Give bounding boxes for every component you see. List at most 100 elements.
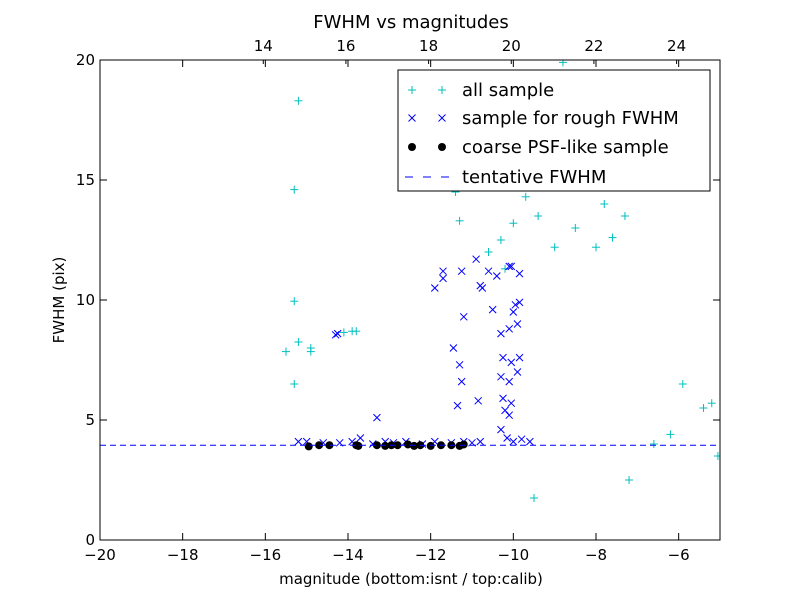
legend-marker [408, 86, 416, 94]
psf-like-sample-point [304, 442, 313, 451]
rough-fwhm-sample-point [515, 353, 524, 362]
legend-entry: sample for rough FWHM [408, 108, 679, 129]
x-tick-label: −14 [332, 546, 364, 564]
x-tick-label: −10 [498, 546, 530, 564]
rough-fwhm-sample-point [439, 267, 447, 276]
legend-label: sample for rough FWHM [462, 108, 679, 129]
rough-fwhm-sample-point [472, 255, 480, 264]
psf-like-sample-point [381, 441, 390, 450]
all-sample-point [592, 243, 600, 252]
rough-fwhm-sample-point [331, 330, 340, 339]
psf-like-sample-point [410, 441, 419, 450]
legend-box [397, 69, 711, 192]
legend-marker [408, 143, 416, 151]
all-sample-point [600, 200, 609, 208]
all-sample-point [620, 212, 629, 220]
rough-fwhm-sample-point [503, 434, 511, 442]
chart-title: FWHM vs magnitudes [313, 12, 508, 33]
rough-fwhm-sample-point [478, 284, 487, 292]
all-sample-point [713, 452, 720, 460]
all-sample-point [509, 219, 518, 228]
all-sample-point [678, 380, 687, 388]
x-tick-label: −8 [585, 546, 607, 564]
rough-fwhm-sample-point [439, 274, 447, 283]
all-sample-point [339, 328, 348, 337]
top-x-tick-label: 22 [584, 37, 603, 55]
rough-fwhm-sample-point [484, 267, 493, 276]
rough-fwhm-sample-point [513, 368, 522, 376]
rough-fwhm-sample-point [356, 434, 365, 442]
legend-label: tentative FWHM [462, 167, 606, 188]
all-sample-point [496, 236, 505, 244]
x-tick-label: −6 [668, 546, 690, 564]
all-sample-point [521, 192, 530, 201]
rough-fwhm-sample-point [513, 320, 522, 328]
all-sample-point [282, 347, 290, 356]
legend-marker [438, 86, 446, 94]
all-sample-point [294, 338, 303, 346]
rough-fwhm-sample-point [455, 360, 464, 369]
rough-fwhm-sample-point [459, 312, 468, 321]
all-sample-point [290, 380, 299, 388]
all-sample-point [290, 297, 299, 306]
x-tick-label: −12 [415, 546, 447, 564]
rough-fwhm-sample-point [294, 437, 303, 446]
all-sample-point [306, 344, 315, 352]
x-tick-label: −18 [167, 546, 199, 564]
rough-fwhm-sample-point [505, 377, 514, 386]
all-sample-point [558, 60, 567, 67]
psf-like-sample-point [459, 440, 468, 449]
rough-fwhm-sample-point [515, 269, 524, 278]
all-sample-point [294, 96, 303, 105]
data-layer [100, 60, 720, 502]
legend: all sample sample for rough FWHM coarse PS… [397, 69, 711, 192]
psf-like-sample-point [393, 441, 402, 450]
y-tick-label: 15 [76, 171, 95, 189]
all-sample-point [550, 243, 559, 252]
rough-fwhm-sample-point [333, 329, 342, 338]
x-axis-label: magnitude (bottom:isnt / top:calib) [279, 570, 543, 588]
all-sample-point [290, 185, 299, 194]
legend-label: coarse PSF-like sample [462, 137, 669, 158]
rough-fwhm-sample-point [497, 329, 505, 338]
rough-fwhm-sample-point [476, 437, 485, 446]
all-sample-point [699, 404, 708, 412]
all-sample-point [534, 212, 543, 220]
all-sample-point [707, 399, 716, 408]
x-tick-label: −16 [250, 546, 282, 564]
rough-fwhm-sample-point [517, 435, 526, 444]
all-sample-point [571, 224, 580, 232]
rough-fwhm-sample-point [526, 437, 534, 446]
rough-fwhm-sample-point [497, 372, 505, 381]
psf-like-sample-point [403, 440, 412, 449]
all-sample-point [352, 327, 361, 336]
legend-entry: coarse PSF-like sample [408, 137, 669, 158]
all-sample-point [455, 216, 464, 225]
rough-fwhm-sample-point [373, 413, 381, 422]
rough-fwhm-sample-point [497, 425, 505, 434]
psf-like-sample-point [325, 441, 334, 450]
legend-entry: tentative FWHM [405, 167, 606, 188]
rough-fwhm-sample-point [509, 437, 518, 446]
rough-fwhm-sample-point [507, 399, 516, 408]
legend-marker [408, 114, 416, 122]
x-tick-label: −20 [84, 546, 116, 564]
legend-entry: all sample [408, 80, 554, 101]
rough-fwhm-sample-point [457, 267, 466, 276]
top-x-tick-label: 20 [502, 37, 521, 55]
rough-fwhm-sample-point [457, 377, 466, 386]
top-x-tick-label: 14 [254, 37, 273, 55]
psf-like-sample-point [426, 441, 435, 450]
rough-fwhm-sample-point [507, 262, 516, 271]
legend-label: all sample [462, 80, 554, 101]
ticks-layer: −20 −18 −16 −14 −12 −10 −8 −6 0 5 10 15 20 14 16 18 20 22… [76, 37, 720, 564]
y-tick-label: 0 [85, 531, 95, 549]
rough-fwhm-sample-point [488, 305, 497, 314]
top-x-tick-label: 18 [419, 37, 438, 55]
rough-fwhm-sample-point [492, 272, 501, 280]
legend-marker [438, 114, 446, 122]
rough-fwhm-sample-point [505, 411, 514, 420]
psf-like-sample-point [354, 441, 363, 450]
y-axis-label: FWHM (pix) [50, 257, 68, 344]
